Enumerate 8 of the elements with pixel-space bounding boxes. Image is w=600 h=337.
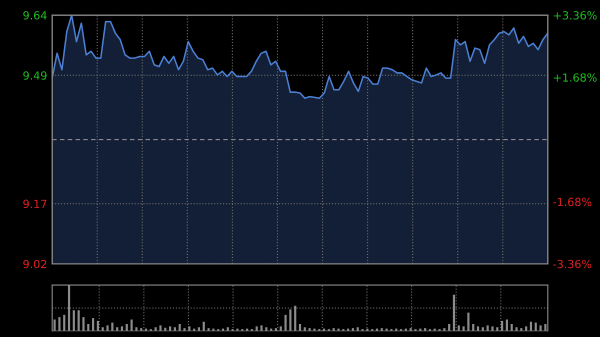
y2-tick-label: -1.68%: [553, 198, 592, 206]
y-tick-label: 9.49: [23, 71, 47, 80]
y2-tick-label: +1.68%: [554, 73, 597, 82]
y-tick-label: 9.02: [23, 260, 46, 268]
y2-tick-label: -3.36%: [553, 260, 592, 268]
y-tick-label: 9.64: [23, 11, 47, 20]
y2-tick-label: +3.36%: [554, 11, 597, 20]
y-tick-label: 9.17: [23, 200, 46, 208]
